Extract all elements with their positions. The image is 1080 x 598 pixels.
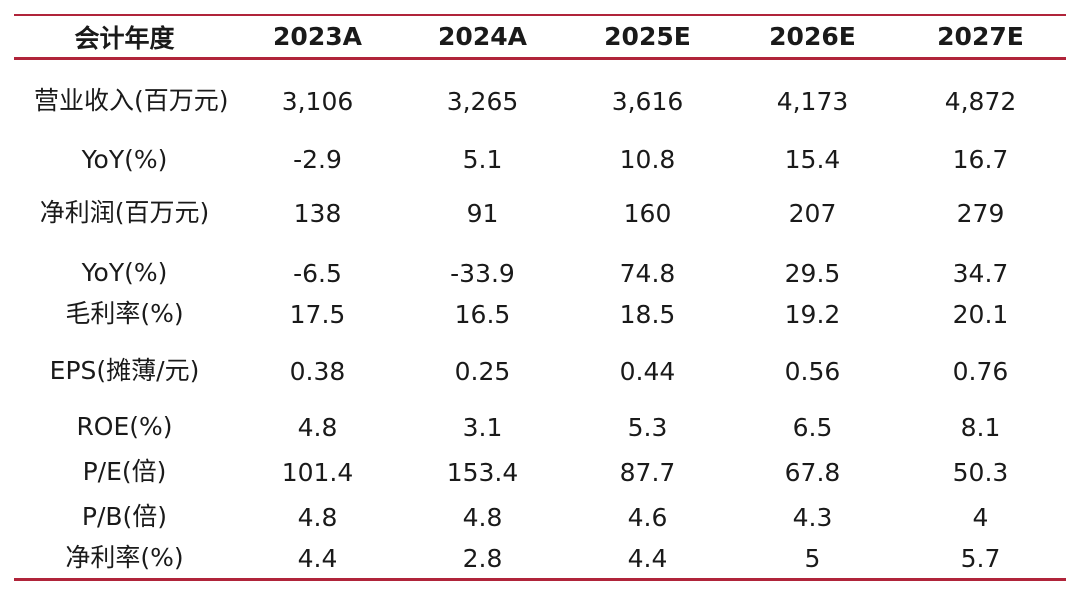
table-cell: 0.56 xyxy=(784,356,841,386)
table-cell: 4.6 xyxy=(627,502,668,532)
table-row: YoY(%) -2.9 5.1 10.8 15.4 16.7 xyxy=(14,142,1066,177)
table-cell: 138 xyxy=(293,198,342,228)
table-cell: 3,265 xyxy=(446,86,519,116)
row-label: 净利率(%) xyxy=(65,543,184,572)
table-cell: 3,106 xyxy=(281,86,354,116)
table-cell: 50.3 xyxy=(952,457,1009,487)
table-header: 会计年度 2023A 2024A 2025E 2026E 2027E xyxy=(14,16,1066,57)
table-cell: 4.8 xyxy=(297,412,338,442)
table-body: 营业收入(百万元) 3,106 3,265 3,616 4,173 4,872 … xyxy=(14,60,1066,578)
table-cell: 67.8 xyxy=(784,457,841,487)
header-cell-2025e: 2025E xyxy=(604,22,691,51)
table-cell: 4,872 xyxy=(944,86,1017,116)
table-cell: 87.7 xyxy=(619,457,676,487)
row-label: YoY(%) xyxy=(81,258,168,287)
table-row: P/B(倍) 4.8 4.8 4.6 4.3 4 xyxy=(14,495,1066,539)
table-cell: 207 xyxy=(788,198,837,228)
table-cell: 4,173 xyxy=(776,86,849,116)
table-row: P/E(倍) 101.4 153.4 87.7 67.8 50.3 xyxy=(14,449,1066,495)
table-cell: 5 xyxy=(804,543,821,573)
table-cell: 16.7 xyxy=(952,145,1009,174)
table-cell: -2.9 xyxy=(293,145,342,174)
table-row: 净利率(%) 4.4 2.8 4.4 5 5.7 xyxy=(14,539,1066,577)
table-cell: 10.8 xyxy=(619,145,676,174)
table-cell: 4.8 xyxy=(462,502,503,532)
table-cell: 91 xyxy=(466,198,499,228)
row-label: ROE(%) xyxy=(76,412,173,441)
row-label: 毛利率(%) xyxy=(65,299,184,328)
table-cell: 5.3 xyxy=(627,412,668,442)
table-cell: 4.4 xyxy=(297,543,338,573)
table-cell: 5.1 xyxy=(462,145,503,174)
table-cell: 4.4 xyxy=(627,543,668,573)
table-cell: 4 xyxy=(972,502,989,532)
table-cell: 2.8 xyxy=(462,543,503,573)
header-cell-2024a: 2024A xyxy=(438,22,527,51)
table-cell: 101.4 xyxy=(281,457,354,487)
table-cell: 17.5 xyxy=(289,299,346,329)
table-cell: 0.25 xyxy=(454,356,511,386)
table-row: 净利润(百万元) 138 91 160 207 279 xyxy=(14,188,1066,238)
table-cell: 0.44 xyxy=(619,356,676,386)
header-rule xyxy=(14,57,1066,60)
table-cell: 34.7 xyxy=(952,258,1009,288)
table-cell: 29.5 xyxy=(784,258,841,288)
table-row: YoY(%) -6.5 -33.9 74.8 29.5 34.7 xyxy=(14,248,1066,298)
table-cell: 20.1 xyxy=(952,299,1009,329)
table-cell: 3.1 xyxy=(462,412,503,442)
row-label: YoY(%) xyxy=(81,144,168,174)
table-cell: 0.76 xyxy=(952,356,1009,386)
top-rule xyxy=(14,14,1066,16)
table-cell: 3,616 xyxy=(611,86,684,116)
table-cell: -6.5 xyxy=(293,258,342,288)
table-cell: 8.1 xyxy=(960,412,1001,442)
table-cell: 16.5 xyxy=(454,299,511,329)
table-cell: -33.9 xyxy=(450,258,515,288)
header-cell-fiscal-year: 会计年度 xyxy=(74,23,175,53)
table-cell: 279 xyxy=(956,198,1005,228)
row-label: EPS(摊薄/元) xyxy=(49,356,200,385)
table-cell: 4.8 xyxy=(297,502,338,532)
table-cell: 0.38 xyxy=(289,356,346,386)
header-cell-2027e: 2027E xyxy=(937,22,1024,51)
table-row: 毛利率(%) 17.5 16.5 18.5 19.2 20.1 xyxy=(14,296,1066,332)
table-cell: 18.5 xyxy=(619,299,676,329)
table-cell: 160 xyxy=(623,198,672,228)
row-label: 净利润(百万元) xyxy=(39,198,210,227)
table-cell: 153.4 xyxy=(446,457,519,487)
table-row: EPS(摊薄/元) 0.38 0.25 0.44 0.56 0.76 xyxy=(14,346,1066,396)
table-cell: 74.8 xyxy=(619,258,676,288)
bottom-rule xyxy=(14,578,1066,581)
row-label: P/E(倍) xyxy=(82,457,167,486)
header-cell-2026e: 2026E xyxy=(769,22,856,51)
table-cell: 4.3 xyxy=(792,502,833,532)
table-row: 营业收入(百万元) 3,106 3,265 3,616 4,173 4,872 xyxy=(14,60,1066,142)
table-cell: 5.7 xyxy=(960,543,1001,573)
row-label: 营业收入(百万元) xyxy=(34,86,229,115)
table-cell: 15.4 xyxy=(784,145,841,174)
row-label: P/B(倍) xyxy=(81,502,168,531)
table-row: ROE(%) 4.8 3.1 5.3 6.5 8.1 xyxy=(14,405,1066,449)
financial-forecast-table: 会计年度 2023A 2024A 2025E 2026E 2027E 营业收入(… xyxy=(14,14,1066,582)
table-cell: 6.5 xyxy=(792,412,833,442)
table-cell: 19.2 xyxy=(784,299,841,329)
header-cell-2023a: 2023A xyxy=(273,22,362,51)
